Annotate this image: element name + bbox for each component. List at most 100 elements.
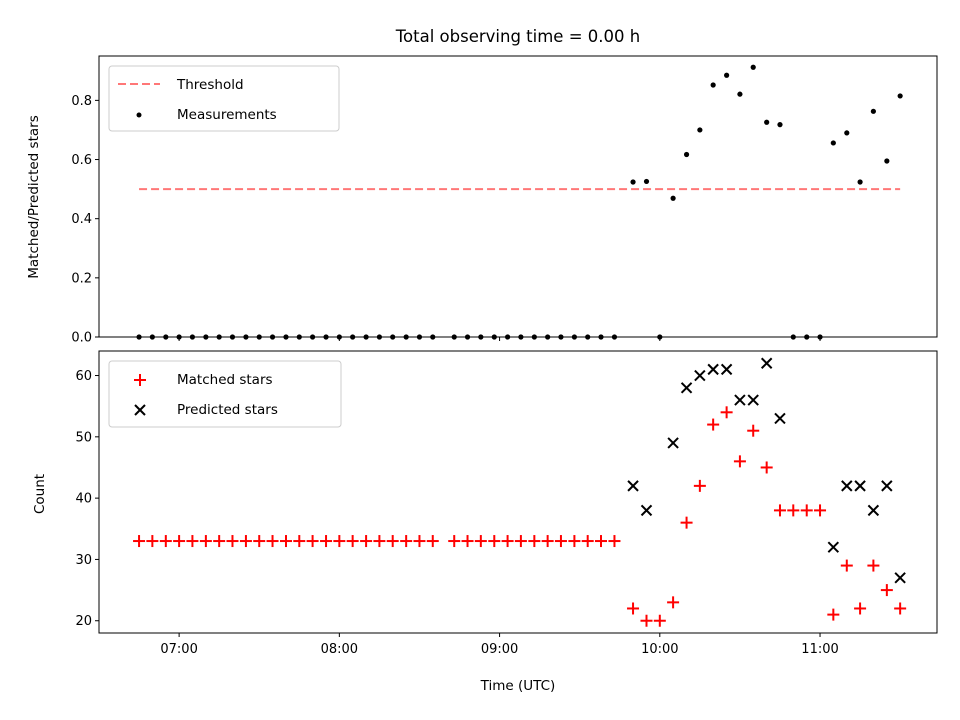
- bottom-x-tick-label: 08:00: [321, 642, 358, 657]
- top-plot-frame: [98, 55, 938, 338]
- legend-measurements-label: Measurements: [177, 107, 277, 123]
- matched-stars-point: [360, 535, 373, 548]
- predicted-stars-point: [774, 412, 786, 425]
- matched-stars-point: [306, 535, 319, 548]
- measurements-point: [857, 179, 863, 185]
- predicted-stars-point: [707, 363, 719, 376]
- matched-stars-point: [814, 504, 827, 517]
- matched-stars-point: [707, 418, 720, 431]
- predicted-stars-point: [720, 363, 733, 376]
- matched-stars-point: [827, 608, 840, 621]
- legend-measurements-swatch: [136, 112, 142, 118]
- predicted-stars-point: [881, 480, 893, 492]
- matched-stars-point: [880, 584, 893, 597]
- matched-stars-point: [514, 535, 527, 548]
- measurements-point: [897, 93, 903, 99]
- matched-stars-point: [693, 479, 706, 492]
- predicted-stars-point: [841, 480, 853, 492]
- predicted-stars-point: [680, 382, 693, 394]
- measurements-point: [670, 195, 676, 201]
- matched-stars-point: [501, 535, 514, 548]
- matched-stars-point: [173, 535, 186, 548]
- matched-stars-point: [133, 535, 146, 548]
- top-y-tick-label: 0.0: [71, 331, 92, 346]
- bottom-y-tick-label: 60: [75, 369, 92, 384]
- measurements-point: [710, 82, 716, 88]
- measurements-point: [830, 140, 836, 146]
- measurements-point: [697, 127, 703, 133]
- bottom-plot-frame: [98, 350, 938, 634]
- matched-stars-point: [146, 535, 159, 548]
- top-y-tick-label: 0.4: [71, 212, 92, 227]
- predicted-stars-point: [760, 357, 773, 369]
- predicted-stars-point: [640, 504, 653, 517]
- figure-title: Total observing time = 0.00 h: [395, 27, 640, 46]
- matched-stars-point: [159, 535, 172, 548]
- matched-stars-point: [894, 602, 907, 615]
- x-axis-label: Time (UTC): [480, 678, 556, 694]
- legend-threshold-label: Threshold: [176, 77, 244, 93]
- measurements-point: [630, 179, 636, 185]
- legend-predicted-label: Predicted stars: [177, 402, 278, 418]
- matched-stars-point: [266, 535, 279, 548]
- measurements-point: [750, 64, 756, 70]
- matched-stars-point: [800, 504, 813, 517]
- matched-stars-point: [608, 535, 621, 548]
- top-y-tick-label: 0.6: [71, 153, 92, 168]
- measurements-point: [683, 151, 690, 158]
- top-legend-frame: [108, 65, 340, 132]
- matched-stars-point: [554, 535, 567, 548]
- bottom-y-tick-label: 50: [75, 430, 92, 445]
- matched-stars-point: [461, 535, 474, 548]
- bottom-x-tick-label: 10:00: [641, 642, 678, 657]
- legend-matched-label: Matched stars: [177, 372, 273, 388]
- top-y-ticks: 0.0 0.2 0.4 0.6 0.8: [71, 94, 99, 346]
- bottom-legend: Matched stars Predicted stars: [108, 360, 342, 428]
- predicted-stars-point: [854, 480, 866, 492]
- bottom-x-tick-label: 09:00: [481, 642, 518, 657]
- bottom-y-axis-label: Count: [32, 474, 48, 514]
- bottom-x-ticks: 07:00 08:00 09:00 10:00 11:00: [160, 633, 839, 657]
- matched-stars-point: [680, 516, 693, 529]
- matched-stars-point: [773, 504, 786, 517]
- bottom-y-ticks: 20 30 40 50 60: [75, 369, 99, 629]
- matched-stars-point: [640, 614, 653, 627]
- predicted-stars-point: [867, 504, 880, 517]
- measurements-point: [643, 178, 650, 185]
- matched-stars-point: [333, 535, 346, 548]
- bottom-axes: 20 30 40 50 60 07:00 08:00 09:00 10:00 11:00 Cou…: [32, 350, 938, 694]
- matched-stars-point: [373, 535, 386, 548]
- matched-stars-point: [594, 535, 607, 548]
- matched-stars-point: [568, 535, 581, 548]
- matched-stars-point: [293, 535, 306, 548]
- top-axes: 0.00.20.40.60.8 Matched/Predicted stars …: [26, 55, 938, 346]
- matched-stars-point: [581, 535, 594, 548]
- matched-stars-point: [413, 535, 426, 548]
- measurements-point: [884, 158, 890, 164]
- matched-stars-point: [279, 535, 292, 548]
- matched-stars-point: [400, 535, 413, 548]
- matched-stars-point: [488, 535, 501, 548]
- matched-stars-point: [747, 424, 760, 437]
- matched-stars-point: [386, 535, 399, 548]
- matched-stars-point: [213, 535, 226, 548]
- bottom-x-tick-label: 07:00: [160, 642, 197, 657]
- matched-stars-point: [760, 461, 773, 474]
- predicted-stars-point: [747, 394, 759, 406]
- top-y-axis-label: Matched/Predicted stars: [26, 115, 42, 278]
- matched-stars-point: [253, 535, 266, 548]
- matched-stars-point: [667, 596, 680, 609]
- matched-stars-point: [226, 535, 239, 548]
- bottom-y-tick-label: 40: [75, 492, 92, 507]
- measurements-point: [844, 130, 850, 136]
- predicted-stars-point: [827, 541, 840, 553]
- matched-stars-point: [541, 535, 554, 548]
- top-legend: Threshold Measurements: [108, 65, 340, 132]
- measurements-point: [764, 119, 770, 125]
- measurements-point: [777, 122, 783, 128]
- matched-stars-point: [787, 504, 800, 517]
- top-y-tick-label: 0.2: [71, 271, 92, 286]
- bottom-y-tick-label: 30: [75, 553, 92, 568]
- matched-stars-point: [239, 535, 252, 548]
